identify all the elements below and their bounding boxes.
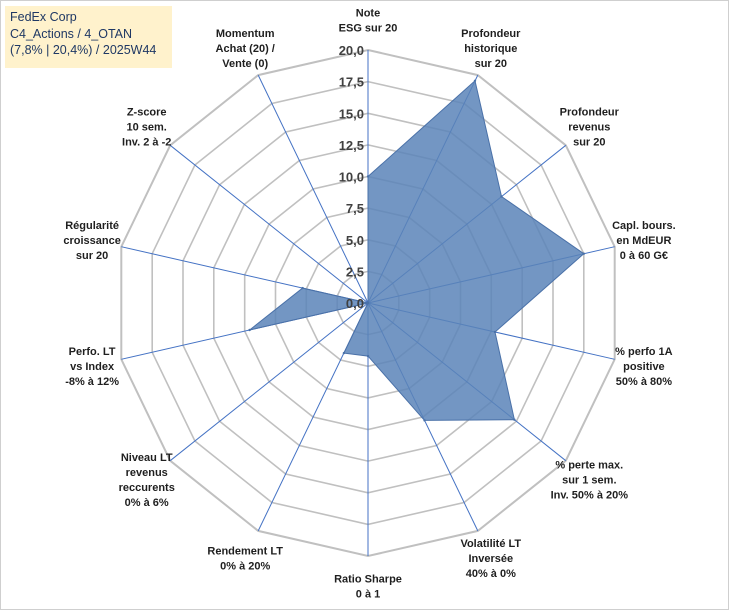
axis-spoke-13 (257, 74, 369, 304)
axis-label-layer: Note ESG sur 20 Profondeur historique sur 20… (63, 8, 675, 601)
axis-label-9: Niveau LT revenus reccurents 0% à 6% (119, 452, 175, 509)
axis-label-line: Inv. 2 à -2 (122, 137, 171, 149)
tick-label-0: 0,0 (346, 296, 364, 311)
axis-label-line: Inversée (468, 553, 513, 565)
axis-label-line: Régularité (65, 220, 119, 232)
axis-label-11: Régularité croissance sur 20 (63, 220, 120, 262)
axis-label-5: % perte max. sur 1 sem. Inv. 50% à 20% (551, 459, 629, 501)
axis-label-line: -8% à 12% (65, 376, 119, 388)
axis-label-line: Capl. bours. (612, 220, 676, 232)
axis-label-12: Z-score 10 sem. Inv. 2 à -2 (122, 107, 171, 149)
axis-label-line: historique (464, 43, 517, 55)
axis-label-line: positive (623, 361, 665, 373)
data-point-3 (582, 252, 585, 255)
axis-label-line: Z-score (127, 107, 167, 119)
tick-label-layer: 0,0 2,5 5,0 7,5 10,0 12,5 15,0 17,5 20,0 (339, 43, 364, 311)
axis-label-1: Profondeur historique sur 20 (461, 28, 521, 70)
data-point-6 (423, 419, 426, 422)
data-point-10 (248, 328, 251, 332)
axis-label-line: 0% à 6% (125, 497, 169, 509)
data-area (249, 79, 585, 421)
axis-label-line: 0 à 60 G€ (620, 250, 668, 262)
data-point-8 (342, 351, 346, 355)
data-point-2 (500, 195, 503, 198)
axis-label-line: 50% à 80% (616, 376, 672, 388)
axis-label-3: Capl. bours. en MdEUR 0 à 60 G€ (612, 220, 676, 262)
data-point-4 (493, 330, 497, 334)
axis-label-line: croissance (63, 235, 120, 247)
axis-label-line: Inv. 50% à 20% (551, 489, 629, 501)
axis-spoke-12 (169, 144, 369, 304)
axis-label-line: % perfo 1A (615, 346, 673, 358)
axis-label-line: reccurents (119, 482, 175, 494)
axis-label-line: sur 20 (573, 137, 605, 149)
data-point-7 (366, 354, 370, 358)
axis-label-line: ESG sur 20 (339, 23, 398, 35)
axis-label-line: Volatilité LT (460, 538, 521, 550)
tick-label-7: 17,5 (339, 75, 364, 90)
axis-label-line: sur 20 (76, 250, 108, 262)
axis-label-13: Momentum Achat (20) / Vente (0) (216, 28, 275, 70)
data-point-5 (513, 418, 516, 421)
axis-label-line: Achat (20) / (216, 43, 275, 55)
company-name: FedEx Corp (10, 10, 77, 24)
period-label: (7,8% | 20,4%) / 2025W44 (10, 43, 157, 57)
axis-label-8: Rendement LT 0% à 20% (207, 546, 283, 573)
axis-label-2: Profondeur revenus sur 20 (560, 107, 620, 149)
axis-label-line: 0% à 20% (220, 561, 270, 573)
axis-label-line: Perfo. LT (69, 346, 116, 358)
axis-label-4: % perfo 1A positive 50% à 80% (615, 346, 673, 388)
tick-label-8: 20,0 (339, 43, 364, 58)
data-point-0 (366, 175, 370, 178)
axis-label-line: Rendement LT (207, 546, 283, 558)
axis-label-line: revenus (126, 467, 168, 479)
tick-label-2: 5,0 (346, 233, 364, 248)
portfolio-label: C4_Actions / 4_OTAN (10, 26, 133, 41)
axis-label-line: Ratio Sharpe (334, 574, 402, 586)
axis-label-line: revenus (568, 122, 610, 134)
axis-label-10: Perfo. LT vs Index -8% à 12% (65, 346, 119, 388)
axis-label-line: 0 à 1 (356, 589, 380, 601)
axis-spoke-9 (169, 302, 369, 462)
axis-label-line: Note (356, 8, 380, 20)
axis-label-0: Note ESG sur 20 (339, 8, 398, 35)
tick-label-4: 10,0 (339, 170, 364, 185)
axis-label-line: % perte max. (555, 459, 623, 471)
axis-label-line: Momentum (216, 28, 275, 40)
axis-label-line: Profondeur (560, 107, 620, 119)
data-point-11 (301, 286, 304, 290)
data-area-layer (248, 79, 585, 422)
tick-label-1: 2,5 (346, 264, 364, 279)
axis-label-line: 40% à 0% (466, 568, 516, 580)
axis-label-line: vs Index (70, 361, 115, 373)
axis-label-line: sur 20 (475, 58, 507, 70)
axis-label-line: Vente (0) (222, 58, 268, 70)
tick-label-3: 7,5 (346, 201, 364, 216)
tick-label-5: 12,5 (339, 138, 364, 153)
data-point-13 (366, 301, 370, 305)
axis-label-6: Volatilité LT Inversée 40% à 0% (460, 538, 521, 580)
data-point-1 (473, 79, 477, 83)
axis-label-line: en MdEUR (616, 235, 671, 247)
axis-label-line: 10 sem. (127, 122, 167, 134)
axis-label-line: Niveau LT (121, 452, 173, 464)
chart-title-box: FedEx Corp C4_Actions / 4_OTAN (7,8% | 2… (5, 6, 172, 68)
axis-label-line: sur 1 sem. (562, 474, 616, 486)
axis-label-line: Profondeur (461, 28, 521, 40)
axis-label-7: Ratio Sharpe 0 à 1 (334, 574, 402, 601)
tick-label-6: 15,0 (339, 106, 364, 121)
